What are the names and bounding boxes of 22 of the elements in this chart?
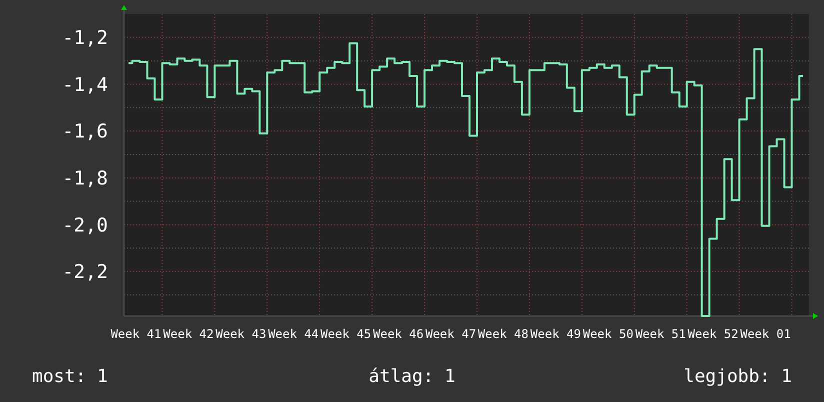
y-tick-label: -2,0 — [62, 214, 108, 236]
x-tick-label: Week 41 — [110, 327, 162, 341]
x-tick-label: Week 42 — [163, 327, 214, 341]
x-tick-label: Week 49 — [530, 327, 581, 341]
x-tick-label: Week 47 — [425, 327, 476, 341]
y-tick-label: -1,8 — [62, 168, 108, 190]
text: átlag: 1 — [368, 366, 456, 387]
y-tick-label: -2,2 — [62, 261, 108, 284]
y-tick-label: -1,4 — [62, 74, 108, 96]
x-tick-label: Week 43 — [216, 327, 266, 341]
x-tick-label: Week 01 — [740, 327, 791, 341]
x-tick-label: Week 52 — [688, 327, 738, 341]
text: most: 1 — [32, 366, 108, 387]
x-tick-label: Week 51 — [635, 327, 686, 341]
y-tick-label: -1,6 — [62, 120, 108, 143]
x-tick-label: Week 46 — [373, 327, 424, 341]
x-tick-label: Week 48 — [478, 327, 529, 341]
x-tick-label: Week 45 — [320, 327, 372, 341]
y-tick-label: -1,2 — [62, 27, 108, 50]
x-tick-label: Week 50 — [582, 327, 634, 341]
text: legjobb: 1 — [684, 366, 792, 387]
x-tick-label: Week 44 — [268, 327, 319, 341]
